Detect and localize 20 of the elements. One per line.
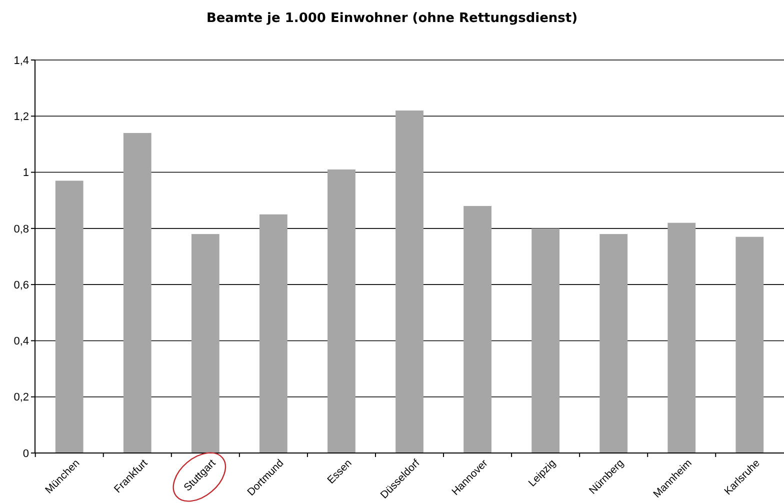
y-tick-label: 1,2 — [14, 110, 29, 123]
chart-title: Beamte je 1.000 Einwohner (ohne Rettungsdienst) — [206, 11, 578, 26]
bar — [328, 169, 356, 453]
y-tick-label: 0,8 — [14, 223, 29, 236]
bar — [259, 214, 288, 453]
y-tick-label: 0 — [22, 448, 29, 460]
bar — [55, 180, 84, 453]
bar — [532, 228, 560, 453]
y-tick-label: 1,4 — [14, 54, 29, 67]
y-tick-label: 0,2 — [14, 392, 29, 404]
y-tick-label: 0,4 — [14, 336, 29, 348]
bar — [736, 236, 764, 453]
bar — [396, 110, 424, 453]
bar — [600, 234, 628, 453]
bar — [464, 206, 492, 453]
bar — [668, 222, 696, 453]
bar — [191, 234, 220, 453]
y-tick-label: 0,6 — [14, 279, 29, 292]
bar — [123, 132, 152, 453]
y-tick-label: 1 — [22, 167, 29, 180]
